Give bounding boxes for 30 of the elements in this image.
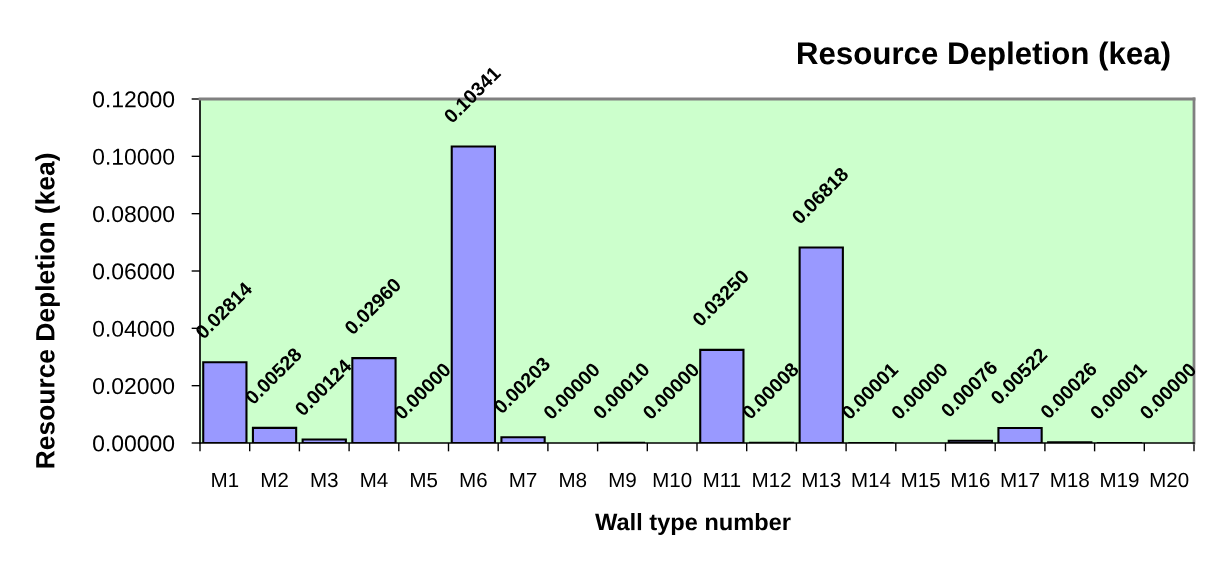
- x-tick-label: M9: [609, 472, 636, 488]
- x-tick-label: M15: [902, 472, 940, 488]
- chart-title: Resource Depletion (kea): [798, 41, 1170, 71]
- x-tick-label: M14: [852, 472, 891, 488]
- x-axis-title: Wall type number: [595, 513, 791, 536]
- x-tick-label: M5: [411, 472, 438, 488]
- x-tick-label: M7: [510, 472, 537, 488]
- x-tick-label: M19: [1101, 472, 1139, 488]
- x-tick-label: M4: [361, 472, 388, 488]
- y-tick-label: 0.02000: [93, 377, 175, 395]
- y-tick-label: 0.06000: [93, 263, 175, 280]
- y-tick-label: 0.00000: [93, 435, 175, 452]
- y-axis-title: Resource Depletion (kea): [35, 153, 60, 468]
- x-tick-label: M2: [261, 472, 288, 488]
- x-tick-label: M18: [1051, 472, 1089, 488]
- x-tick-label: M8: [560, 472, 587, 488]
- x-tick-label: M16: [952, 472, 990, 488]
- y-tick-label: 0.08000: [93, 205, 175, 223]
- x-tick-label: M12: [753, 472, 791, 488]
- x-tick-label: M13: [802, 472, 841, 488]
- x-tick-label: M6: [460, 472, 487, 488]
- y-tick-label: 0.12000: [93, 91, 175, 108]
- x-tick-label: M11: [704, 472, 741, 488]
- x-tick-label: M17: [1001, 472, 1040, 488]
- x-tick-label: M1: [212, 472, 239, 488]
- x-tick-label: M20: [1150, 472, 1189, 488]
- x-tick-label: M10: [653, 472, 692, 488]
- y-tick-label: 0.10000: [93, 148, 175, 165]
- y-tick-label: 0.04000: [93, 320, 175, 337]
- x-tick-label: M3: [311, 472, 338, 488]
